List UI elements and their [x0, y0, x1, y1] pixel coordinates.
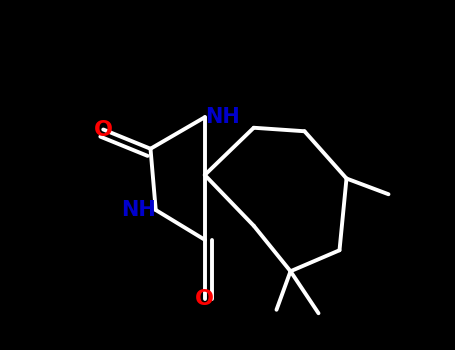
- Text: NH: NH: [205, 107, 239, 127]
- Text: O: O: [94, 119, 113, 140]
- Text: O: O: [195, 289, 214, 309]
- Text: NH: NH: [121, 200, 156, 220]
